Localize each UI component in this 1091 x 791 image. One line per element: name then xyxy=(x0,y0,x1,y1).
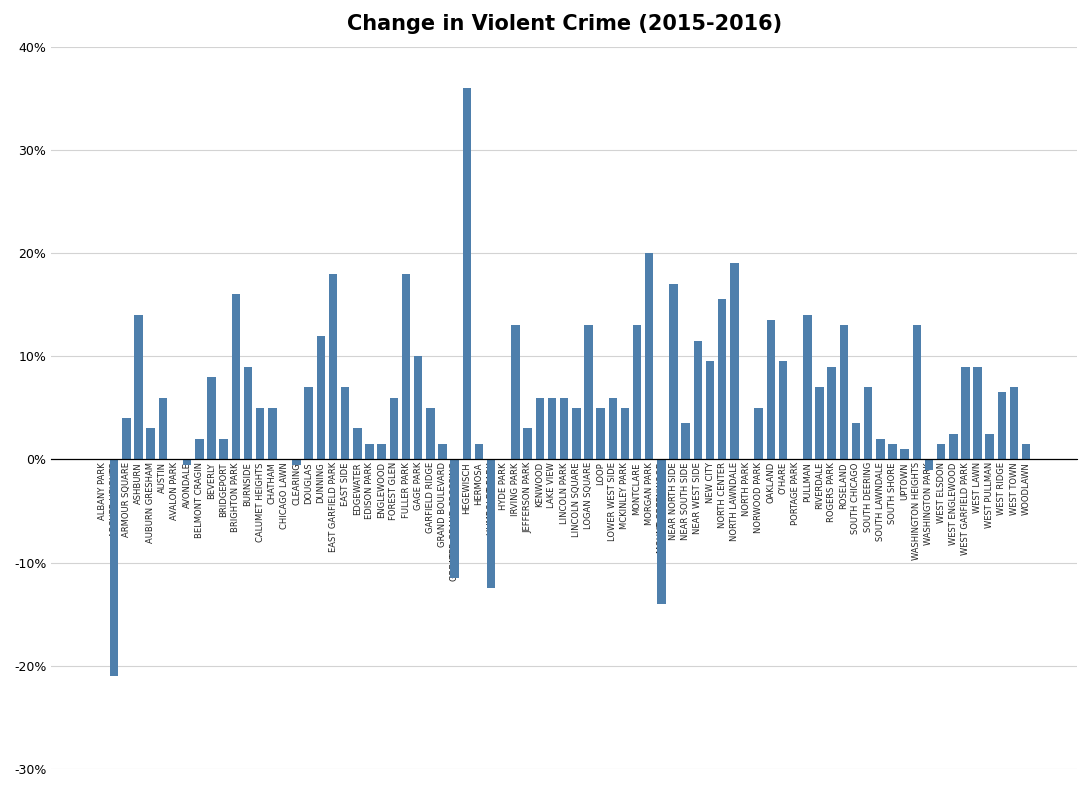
Bar xyxy=(183,460,191,464)
Bar xyxy=(876,439,885,460)
Bar xyxy=(560,398,568,460)
Bar xyxy=(365,444,374,460)
Bar xyxy=(767,320,775,460)
Bar xyxy=(730,263,739,460)
Bar xyxy=(755,408,763,460)
Bar xyxy=(912,325,921,460)
Bar xyxy=(937,444,945,460)
Bar xyxy=(852,423,860,460)
Bar xyxy=(134,315,143,460)
Bar xyxy=(146,429,155,460)
Bar xyxy=(815,387,824,460)
Bar xyxy=(985,433,994,460)
Bar xyxy=(304,387,313,460)
Bar xyxy=(389,398,398,460)
Bar xyxy=(207,377,216,460)
Bar xyxy=(475,444,483,460)
Bar xyxy=(609,398,618,460)
Bar xyxy=(268,408,276,460)
Bar xyxy=(158,398,167,460)
Bar xyxy=(451,460,459,578)
Bar xyxy=(572,408,580,460)
Bar xyxy=(413,356,422,460)
Bar xyxy=(353,429,361,460)
Bar xyxy=(669,284,678,460)
Bar xyxy=(292,460,301,464)
Bar xyxy=(316,335,325,460)
Bar xyxy=(512,325,519,460)
Bar xyxy=(195,439,204,460)
Title: Change in Violent Crime (2015-2016): Change in Violent Crime (2015-2016) xyxy=(347,14,781,34)
Bar xyxy=(888,444,897,460)
Bar xyxy=(633,325,642,460)
Bar xyxy=(1022,444,1031,460)
Bar xyxy=(463,88,471,460)
Bar xyxy=(803,315,812,460)
Bar xyxy=(827,366,836,460)
Bar xyxy=(487,460,495,589)
Bar xyxy=(328,274,337,460)
Bar xyxy=(961,366,970,460)
Bar xyxy=(122,418,131,460)
Bar xyxy=(401,274,410,460)
Bar xyxy=(243,366,252,460)
Bar xyxy=(997,392,1006,460)
Bar xyxy=(900,449,909,460)
Bar xyxy=(341,387,349,460)
Bar xyxy=(377,444,386,460)
Bar xyxy=(949,433,958,460)
Bar xyxy=(718,300,727,460)
Bar xyxy=(427,408,434,460)
Bar xyxy=(925,460,933,470)
Bar xyxy=(439,444,447,460)
Bar xyxy=(536,398,544,460)
Bar xyxy=(524,429,532,460)
Bar xyxy=(840,325,848,460)
Bar xyxy=(706,361,715,460)
Bar xyxy=(110,460,119,676)
Bar xyxy=(645,253,654,460)
Bar xyxy=(694,341,703,460)
Bar xyxy=(621,408,630,460)
Bar xyxy=(256,408,264,460)
Bar xyxy=(231,294,240,460)
Bar xyxy=(584,325,592,460)
Bar xyxy=(682,423,690,460)
Bar xyxy=(657,460,666,604)
Bar xyxy=(1010,387,1018,460)
Bar xyxy=(219,439,228,460)
Bar xyxy=(973,366,982,460)
Bar xyxy=(597,408,604,460)
Bar xyxy=(779,361,788,460)
Bar xyxy=(548,398,556,460)
Bar xyxy=(864,387,873,460)
